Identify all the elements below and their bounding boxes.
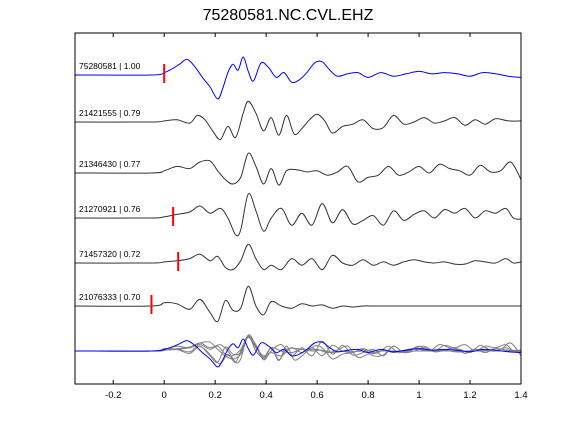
trace-0: [75, 56, 521, 100]
traces-group: [75, 56, 521, 368]
x-tick-label: 0.6: [311, 390, 324, 401]
x-tick-label: 0.8: [361, 390, 374, 401]
x-tick-label: 0: [162, 390, 167, 401]
overlay-trace-3: [75, 334, 521, 364]
trace-label-5: 21076333 | 0.70: [79, 292, 141, 302]
x-tick-label: 1: [416, 390, 421, 401]
x-tick-label: 1.4: [514, 390, 527, 401]
x-tick-label: 0.2: [209, 390, 222, 401]
axes-box: [74, 32, 522, 385]
trace-5: [75, 285, 521, 323]
trace-4: [75, 243, 521, 271]
overlay-trace-template: [75, 338, 521, 368]
overlay-trace-4: [75, 336, 521, 357]
overlay-trace-2: [75, 335, 521, 361]
trace-label-3: 21270921 | 0.76: [79, 204, 141, 214]
trace-label-1: 21421555 | 0.79: [79, 108, 141, 118]
x-tick-label: 0.4: [260, 390, 273, 401]
trace-2: [75, 152, 521, 186]
trace-1: [75, 100, 521, 141]
trace-label-0: 75280581 | 1.00: [79, 61, 141, 71]
x-tick-label: 1.2: [463, 390, 476, 401]
trace-label-2: 21346430 | 0.77: [79, 159, 141, 169]
trace-3: [75, 193, 521, 237]
x-tick-label: -0.2: [105, 390, 121, 401]
chart-title: 75280581.NC.CVL.EHZ: [202, 7, 374, 24]
trace-label-4: 71457320 | 0.72: [79, 249, 141, 259]
